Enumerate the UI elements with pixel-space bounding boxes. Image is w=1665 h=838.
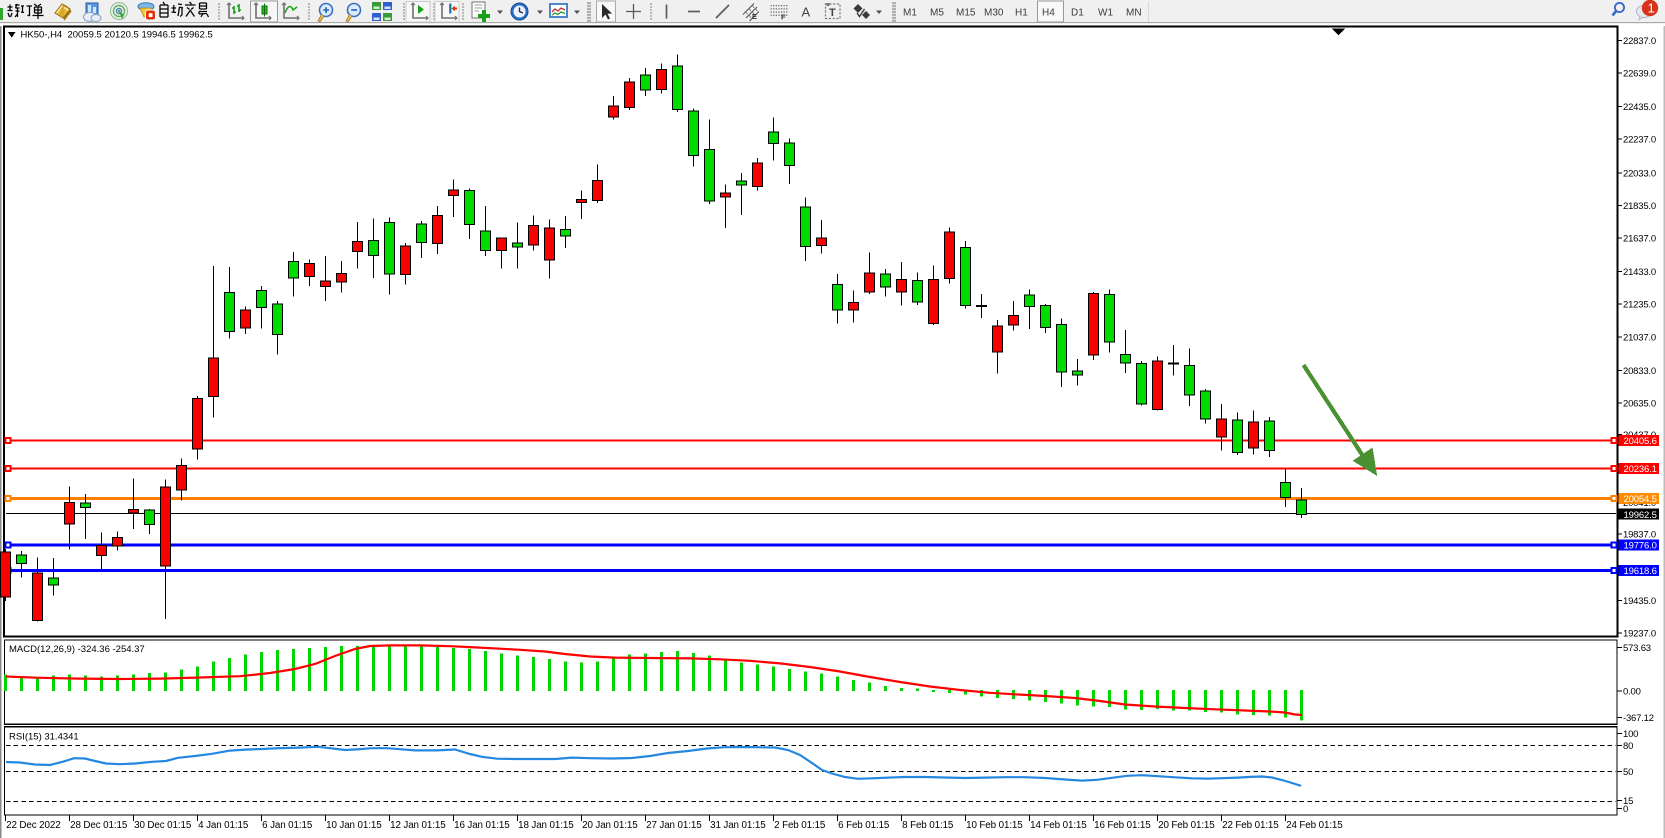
svg-text:20 Feb 01:15: 20 Feb 01:15 xyxy=(1158,820,1215,831)
svg-text:20405.6: 20405.6 xyxy=(1624,436,1657,447)
svg-text:22435.0: 22435.0 xyxy=(1623,102,1656,113)
svg-text:20236.1: 20236.1 xyxy=(1624,464,1657,475)
svg-text:A: A xyxy=(802,5,811,20)
svg-text:22237.0: 22237.0 xyxy=(1623,135,1656,146)
svg-text:31 Jan 01:15: 31 Jan 01:15 xyxy=(710,820,766,831)
svg-text:22 Dec 2022: 22 Dec 2022 xyxy=(6,820,60,831)
svg-text:21037.0: 21037.0 xyxy=(1623,332,1656,343)
svg-text:30 Dec 01:15: 30 Dec 01:15 xyxy=(134,820,192,831)
svg-text:10 Jan 01:15: 10 Jan 01:15 xyxy=(326,820,382,831)
svg-text:1: 1 xyxy=(1648,1,1655,16)
svg-text:10 Feb 01:15: 10 Feb 01:15 xyxy=(966,820,1023,831)
svg-text:22639.0: 22639.0 xyxy=(1623,69,1656,80)
svg-text:M1: M1 xyxy=(903,8,917,19)
svg-text:19435.0: 19435.0 xyxy=(1623,596,1656,607)
svg-text:21433.0: 21433.0 xyxy=(1623,267,1656,278)
svg-text:15: 15 xyxy=(1623,796,1633,807)
svg-text:HK50-,H4 20059.5 20120.5 1994: HK50-,H4 20059.5 20120.5 19946.5 19962.5 xyxy=(21,30,213,41)
svg-text:T: T xyxy=(829,7,836,19)
svg-text:M5: M5 xyxy=(930,8,944,19)
svg-text:20833.0: 20833.0 xyxy=(1623,366,1656,377)
svg-text:80: 80 xyxy=(1623,741,1633,752)
svg-text:6 Feb 01:15: 6 Feb 01:15 xyxy=(838,820,890,831)
svg-text:MACD(12,26,9) -324.36 -254.37: MACD(12,26,9) -324.36 -254.37 xyxy=(9,644,145,655)
svg-text:12 Jan 01:15: 12 Jan 01:15 xyxy=(390,820,446,831)
svg-text:19237.0: 19237.0 xyxy=(1623,628,1656,639)
svg-text:19962.5: 19962.5 xyxy=(1624,510,1657,521)
svg-text:24 Feb 01:15: 24 Feb 01:15 xyxy=(1286,820,1343,831)
svg-text:22837.0: 22837.0 xyxy=(1623,36,1656,47)
svg-text:21835.0: 21835.0 xyxy=(1623,201,1656,212)
svg-text:0.00: 0.00 xyxy=(1623,687,1641,698)
svg-text:2 Feb 01:15: 2 Feb 01:15 xyxy=(774,820,826,831)
svg-text:573.63: 573.63 xyxy=(1623,643,1651,654)
svg-text:8 Feb 01:15: 8 Feb 01:15 xyxy=(902,820,954,831)
svg-text:M15: M15 xyxy=(956,8,976,19)
svg-text:MN: MN xyxy=(1126,8,1142,19)
svg-text:D1: D1 xyxy=(1071,8,1084,19)
svg-text:H1: H1 xyxy=(1015,8,1028,19)
svg-text:20 Jan 01:15: 20 Jan 01:15 xyxy=(582,820,638,831)
svg-text:16 Jan 01:15: 16 Jan 01:15 xyxy=(454,820,510,831)
svg-text:19618.6: 19618.6 xyxy=(1624,566,1657,577)
svg-text:21235.0: 21235.0 xyxy=(1623,300,1656,311)
svg-text:19776.0: 19776.0 xyxy=(1624,541,1657,552)
svg-text:20635.0: 20635.0 xyxy=(1623,398,1656,409)
svg-text:0: 0 xyxy=(1623,804,1628,815)
svg-text:100: 100 xyxy=(1623,729,1638,740)
svg-text:50: 50 xyxy=(1623,767,1633,778)
svg-text:14 Feb 01:15: 14 Feb 01:15 xyxy=(1030,820,1087,831)
svg-text:18 Jan 01:15: 18 Jan 01:15 xyxy=(518,820,574,831)
svg-text:28 Dec 01:15: 28 Dec 01:15 xyxy=(70,820,128,831)
svg-text:22 Feb 01:15: 22 Feb 01:15 xyxy=(1222,820,1279,831)
svg-text:6 Jan 01:15: 6 Jan 01:15 xyxy=(262,820,313,831)
svg-text:E: E xyxy=(752,12,757,21)
svg-text:RSI(15) 31.4341: RSI(15) 31.4341 xyxy=(9,732,79,743)
svg-text:M30: M30 xyxy=(984,8,1004,19)
svg-text:20054.5: 20054.5 xyxy=(1624,494,1657,505)
svg-text:F: F xyxy=(781,13,786,22)
svg-text:H4: H4 xyxy=(1042,8,1055,19)
svg-text:22033.0: 22033.0 xyxy=(1623,168,1656,179)
svg-text:21637.0: 21637.0 xyxy=(1623,234,1656,245)
svg-text:-367.12: -367.12 xyxy=(1623,713,1654,724)
svg-text:27 Jan 01:15: 27 Jan 01:15 xyxy=(646,820,702,831)
svg-text:16 Feb 01:15: 16 Feb 01:15 xyxy=(1094,820,1151,831)
svg-text:19837.0: 19837.0 xyxy=(1623,530,1656,541)
svg-text:4 Jan 01:15: 4 Jan 01:15 xyxy=(198,820,249,831)
svg-text:W1: W1 xyxy=(1098,8,1113,19)
